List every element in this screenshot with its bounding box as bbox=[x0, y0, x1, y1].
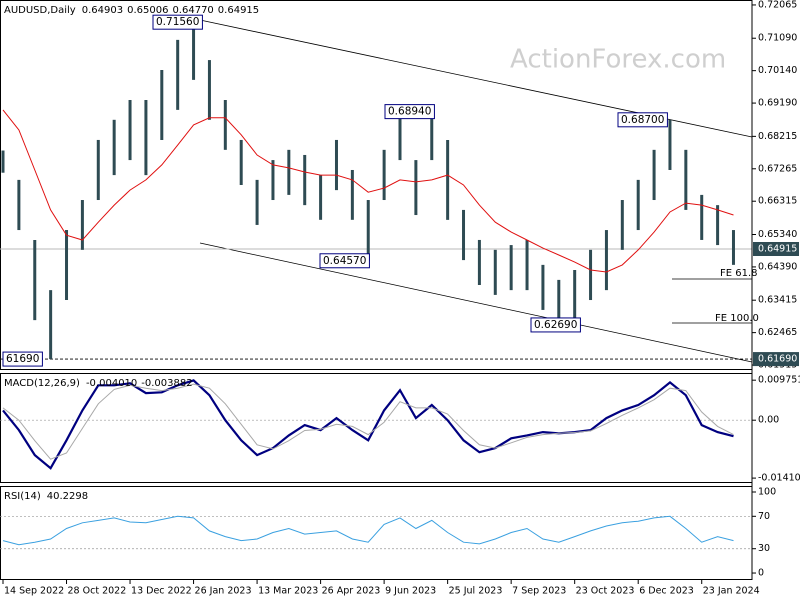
price-label: 0.68940 bbox=[388, 106, 431, 118]
y-tick-label: 30 bbox=[758, 543, 770, 554]
indicator-line bbox=[2, 379, 734, 470]
indicator-line bbox=[2, 515, 734, 546]
panel-title: RSI(14) bbox=[4, 491, 41, 502]
watermark: ActionForex.com bbox=[510, 45, 726, 75]
y-tick-label: 0.69190 bbox=[758, 98, 797, 109]
price-label-box bbox=[2, 351, 43, 367]
x-tick-label: 13 Dec 2022 bbox=[131, 586, 192, 597]
axis-price-label: 0.64915 bbox=[758, 243, 797, 254]
panel-reading: 40.2298 bbox=[47, 491, 88, 502]
x-tick-label: 28 Oct 2022 bbox=[68, 586, 127, 597]
x-tick-label: 14 Sep 2022 bbox=[4, 586, 64, 597]
y-tick-label: 0.65340 bbox=[758, 229, 797, 240]
price-label-box bbox=[384, 104, 435, 120]
panel-reading: -0.004010 bbox=[86, 378, 137, 389]
y-tick-label: 0.00 bbox=[758, 415, 779, 426]
y-tick-label: 70 bbox=[758, 511, 770, 522]
x-tick-label: 6 Dec 2023 bbox=[639, 586, 694, 597]
y-tick-label: -0.014107 bbox=[758, 473, 800, 484]
y-tick-label: 0.62465 bbox=[758, 327, 797, 338]
axis-price-label: 0.61690 bbox=[758, 354, 797, 365]
y-tick-label: 0.72065 bbox=[758, 0, 797, 10]
y-tick-label: 0.68215 bbox=[758, 131, 797, 142]
x-tick-label: 26 Jan 2023 bbox=[195, 586, 252, 597]
y-tick-label: 0.009751 bbox=[758, 375, 800, 386]
y-tick-label: 0.66315 bbox=[758, 196, 797, 207]
indicator-line bbox=[2, 383, 734, 460]
y-tick-label: 0.70140 bbox=[758, 65, 797, 76]
price-label-box bbox=[617, 112, 668, 128]
x-tick-label: 13 Mar 2023 bbox=[258, 586, 318, 597]
fib-label: FE 61.8 bbox=[720, 268, 758, 279]
x-tick-label: 26 Apr 2023 bbox=[322, 586, 381, 597]
panel-reading: -0.003882 bbox=[141, 378, 192, 389]
y-tick-label: 0 bbox=[758, 568, 764, 579]
panel-title: AUDUSD,Daily bbox=[4, 5, 76, 16]
x-tick-label: 7 Sep 2023 bbox=[512, 586, 566, 597]
x-tick-label: 23 Oct 2023 bbox=[576, 586, 635, 597]
y-tick-label: 0.64390 bbox=[758, 261, 797, 272]
panel-title: MACD(12,26,9) bbox=[4, 378, 80, 389]
x-tick-label: 25 Jul 2023 bbox=[449, 586, 503, 597]
axis-price-box bbox=[753, 352, 799, 367]
price-label: 0.68700 bbox=[621, 114, 664, 126]
price-label-box bbox=[530, 317, 581, 333]
axis-price-box bbox=[753, 241, 799, 256]
x-tick-label: 9 Jun 2023 bbox=[385, 586, 436, 597]
fib-label: FE 100.0 bbox=[715, 313, 759, 324]
price-label-box bbox=[319, 253, 370, 269]
panel-reading: 0.65006 bbox=[127, 5, 168, 16]
y-tick-label: 0.67265 bbox=[758, 163, 797, 174]
price-label: 0.71560 bbox=[156, 16, 199, 28]
price-label: 0.62690 bbox=[534, 319, 577, 331]
channel-lower bbox=[199, 242, 753, 363]
price-label: 61690 bbox=[6, 353, 39, 365]
moving-average bbox=[2, 109, 734, 273]
panel-reading: 0.64915 bbox=[218, 5, 259, 16]
y-tick-label: 100 bbox=[758, 486, 776, 497]
panel-reading: 0.64903 bbox=[82, 5, 123, 16]
y-tick-label: 0.63415 bbox=[758, 295, 797, 306]
y-tick-label: 0.71090 bbox=[758, 33, 797, 44]
price-label: 0.64570 bbox=[323, 255, 366, 267]
panel-reading: 0.64770 bbox=[172, 5, 213, 16]
x-tick-label: 23 Jan 2024 bbox=[703, 586, 760, 597]
price-label-box bbox=[152, 14, 203, 30]
